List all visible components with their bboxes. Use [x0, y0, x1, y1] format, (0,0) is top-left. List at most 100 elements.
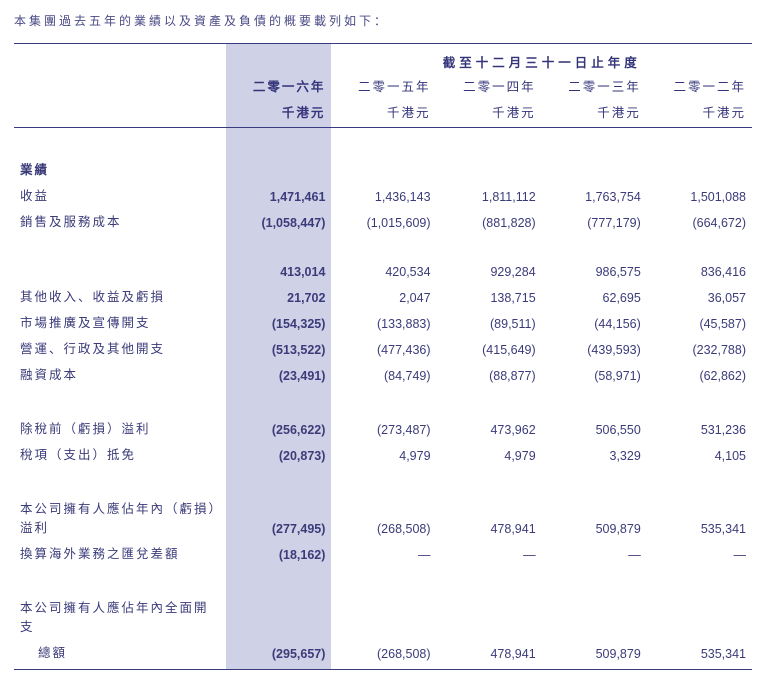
row-label: 其他收入、收益及虧損 — [14, 283, 226, 309]
cell: (232,788) — [647, 335, 752, 361]
cell: 535,341 — [647, 495, 752, 540]
cell: 4,979 — [437, 441, 542, 467]
table-row: 其他收入、收益及虧損 21,702 2,047 138,715 62,695 3… — [14, 283, 752, 309]
col-year-2012: 二零一二年 — [647, 73, 752, 99]
cell: 836,416 — [647, 262, 752, 283]
row-label: 總額 — [14, 639, 226, 670]
cell: 1,436,143 — [331, 182, 436, 208]
row-label: 營運、行政及其他開支 — [14, 335, 226, 361]
cell: 1,501,088 — [647, 182, 752, 208]
cell: 4,105 — [647, 441, 752, 467]
cell: — — [331, 540, 436, 566]
cell: (133,883) — [331, 309, 436, 335]
cell: (881,828) — [437, 208, 542, 234]
table-row: 本公司擁有人應佔年內（虧損）溢利 (277,495) (268,508) 478… — [14, 495, 752, 540]
cell: (154,325) — [226, 309, 331, 335]
cell: (1,058,447) — [226, 208, 331, 234]
table-row: 換算海外業務之匯兌差額 (18,162) — — — — — [14, 540, 752, 566]
cell: (415,649) — [437, 335, 542, 361]
cell: 62,695 — [542, 283, 647, 309]
table-row: 營運、行政及其他開支 (513,522) (477,436) (415,649)… — [14, 335, 752, 361]
cell: (45,587) — [647, 309, 752, 335]
cell: 509,879 — [542, 639, 647, 670]
cell: 478,941 — [437, 639, 542, 670]
col-unit-2014: 千港元 — [437, 99, 542, 128]
cell: 413,014 — [226, 262, 331, 283]
col-year-2016: 二零一六年 — [226, 73, 331, 99]
row-label: 收益 — [14, 182, 226, 208]
cell: 36,057 — [647, 283, 752, 309]
cell: 509,879 — [542, 495, 647, 540]
intro-text: 本集團過去五年的業績以及資產及負債的概要載列如下： — [14, 12, 752, 29]
col-year-2013: 二零一三年 — [542, 73, 647, 99]
cell: 531,236 — [647, 415, 752, 441]
cell: 1,471,461 — [226, 182, 331, 208]
table-row: 413,014 420,534 929,284 986,575 836,416 — [14, 262, 752, 283]
cell: 138,715 — [437, 283, 542, 309]
cell: (477,436) — [331, 335, 436, 361]
cell: (89,511) — [437, 309, 542, 335]
col-unit-2012: 千港元 — [647, 99, 752, 128]
cell: 3,329 — [542, 441, 647, 467]
col-unit-2013: 千港元 — [542, 99, 647, 128]
cell: (1,015,609) — [331, 208, 436, 234]
row-label: 市場推廣及宣傳開支 — [14, 309, 226, 335]
cell: 1,811,112 — [437, 182, 542, 208]
cell: (20,873) — [226, 441, 331, 467]
cell: (295,657) — [226, 639, 331, 670]
cell: (58,971) — [542, 361, 647, 387]
cell: 420,534 — [331, 262, 436, 283]
financial-table: 截至十二月三十一日止年度 二零一六年 二零一五年 二零一四年 二零一三年 二零一… — [14, 43, 752, 670]
cell: 506,550 — [542, 415, 647, 441]
table-row: 融資成本 (23,491) (84,749) (88,877) (58,971)… — [14, 361, 752, 387]
cell: (44,156) — [542, 309, 647, 335]
cell: (277,495) — [226, 495, 331, 540]
cell: (273,487) — [331, 415, 436, 441]
row-label: 換算海外業務之匯兌差額 — [14, 540, 226, 566]
cell: (268,508) — [331, 495, 436, 540]
row-label: 本公司擁有人應佔年內全面開支 — [14, 594, 226, 639]
cell: 2,047 — [331, 283, 436, 309]
cell: (268,508) — [331, 639, 436, 670]
cell: — — [437, 540, 542, 566]
table-row: 市場推廣及宣傳開支 (154,325) (133,883) (89,511) (… — [14, 309, 752, 335]
cell: 4,979 — [331, 441, 436, 467]
row-label: 稅項（支出）抵免 — [14, 441, 226, 467]
col-unit-2015: 千港元 — [331, 99, 436, 128]
col-unit-2016: 千港元 — [226, 99, 331, 128]
header-span: 截至十二月三十一日止年度 — [331, 44, 752, 74]
cell: 535,341 — [647, 639, 752, 670]
row-label: 本公司擁有人應佔年內（虧損）溢利 — [14, 495, 226, 540]
cell: 986,575 — [542, 262, 647, 283]
cell: (664,672) — [647, 208, 752, 234]
cell: 1,763,754 — [542, 182, 647, 208]
row-label: 除稅前（虧損）溢利 — [14, 415, 226, 441]
table-row: 稅項（支出）抵免 (20,873) 4,979 4,979 3,329 4,10… — [14, 441, 752, 467]
table-row: 收益 1,471,461 1,436,143 1,811,112 1,763,7… — [14, 182, 752, 208]
cell: 473,962 — [437, 415, 542, 441]
col-year-2015: 二零一五年 — [331, 73, 436, 99]
table-row: 本公司擁有人應佔年內全面開支 — [14, 594, 752, 639]
cell: 21,702 — [226, 283, 331, 309]
cell: (777,179) — [542, 208, 647, 234]
cell: — — [647, 540, 752, 566]
row-label: 銷售及服務成本 — [14, 208, 226, 234]
col-year-2014: 二零一四年 — [437, 73, 542, 99]
cell: (23,491) — [226, 361, 331, 387]
cell: (88,877) — [437, 361, 542, 387]
cell: (439,593) — [542, 335, 647, 361]
table-row: 總額 (295,657) (268,508) 478,941 509,879 5… — [14, 639, 752, 670]
cell: 929,284 — [437, 262, 542, 283]
table-row: 銷售及服務成本 (1,058,447) (1,015,609) (881,828… — [14, 208, 752, 234]
cell: (62,862) — [647, 361, 752, 387]
row-label: 融資成本 — [14, 361, 226, 387]
cell: (513,522) — [226, 335, 331, 361]
cell: (84,749) — [331, 361, 436, 387]
table-row: 除稅前（虧損）溢利 (256,622) (273,487) 473,962 50… — [14, 415, 752, 441]
cell: — — [542, 540, 647, 566]
section-results: 業績 — [14, 156, 226, 182]
cell: 478,941 — [437, 495, 542, 540]
cell: (18,162) — [226, 540, 331, 566]
row-label — [14, 262, 226, 283]
cell: (256,622) — [226, 415, 331, 441]
